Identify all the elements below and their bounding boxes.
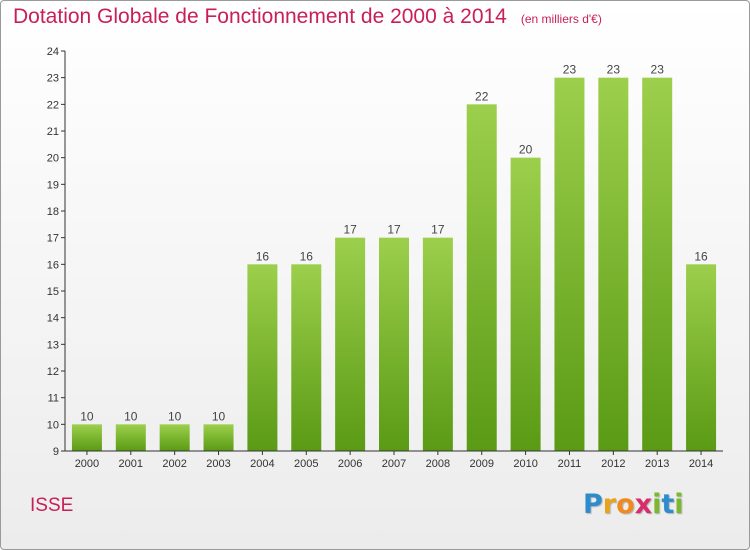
x-tick-label: 2013 bbox=[645, 458, 669, 470]
bar bbox=[554, 77, 585, 452]
bar bbox=[422, 237, 453, 451]
data-label: 16 bbox=[694, 249, 708, 263]
logo-letter: i bbox=[652, 489, 662, 520]
y-tick-label: 23 bbox=[47, 73, 59, 85]
logo-letter: i bbox=[674, 489, 684, 520]
y-tick-label: 22 bbox=[47, 99, 59, 111]
y-axis-ticks: 9 10 11 12 13 14 15 16 17 18 19 20 21 22 23 24 bbox=[47, 46, 65, 458]
commune-name: ISSE bbox=[30, 495, 74, 516]
data-label: 20 bbox=[519, 143, 533, 157]
data-label: 17 bbox=[343, 223, 357, 237]
y-tick-label: 24 bbox=[47, 46, 59, 58]
x-tick-label: 2008 bbox=[426, 458, 450, 470]
data-label: 10 bbox=[80, 409, 94, 423]
chart-title: Dotation Globale de Fonctionnement de 20… bbox=[13, 5, 507, 28]
data-label: 23 bbox=[607, 63, 621, 77]
data-labels: 10 10 10 10 16 16 17 17 17 22 20 23 23 23 16 bbox=[80, 63, 708, 424]
bar bbox=[335, 237, 366, 451]
bar bbox=[686, 264, 717, 451]
y-tick-label: 11 bbox=[48, 393, 59, 405]
data-label: 10 bbox=[168, 409, 182, 423]
logo-letter: P bbox=[583, 489, 603, 520]
x-tick-label: 2005 bbox=[294, 458, 318, 470]
y-tick-label: 19 bbox=[47, 179, 59, 191]
bar bbox=[203, 424, 234, 451]
y-tick-label: 12 bbox=[47, 366, 59, 378]
x-axis-ticks: 2000 2001 2002 2003 2004 2005 2006 2007 2008 2009… bbox=[75, 451, 713, 470]
logo-letter: t bbox=[661, 489, 675, 520]
x-tick-label: 2004 bbox=[250, 458, 274, 470]
logo-letter: o bbox=[616, 489, 635, 520]
proxiti-logo[interactable]: Proxiti bbox=[583, 489, 684, 520]
bar bbox=[247, 264, 278, 451]
y-tick-label: 15 bbox=[47, 286, 59, 298]
x-tick-label: 2002 bbox=[162, 458, 186, 470]
bar bbox=[159, 424, 190, 451]
data-label: 16 bbox=[300, 249, 314, 263]
x-tick-label: 2006 bbox=[338, 458, 362, 470]
y-tick-label: 20 bbox=[47, 153, 59, 165]
data-label: 16 bbox=[256, 249, 270, 263]
title-row: Dotation Globale de Fonctionnement de 20… bbox=[13, 5, 602, 29]
data-label: 17 bbox=[431, 223, 445, 237]
logo-letter: x bbox=[634, 489, 653, 520]
data-label: 10 bbox=[124, 409, 138, 423]
chart-subtitle: (en milliers d'€) bbox=[520, 12, 602, 26]
bar bbox=[71, 424, 102, 451]
bar bbox=[510, 157, 541, 451]
y-tick-label: 10 bbox=[47, 419, 59, 431]
x-tick-label: 2010 bbox=[513, 458, 537, 470]
bars-group bbox=[71, 77, 717, 452]
x-tick-label: 2001 bbox=[119, 458, 143, 470]
data-label: 23 bbox=[563, 63, 577, 77]
y-tick-label: 21 bbox=[47, 126, 59, 138]
bar bbox=[466, 104, 497, 451]
bar bbox=[115, 424, 146, 451]
y-tick-label: 14 bbox=[47, 313, 59, 325]
y-tick-label: 9 bbox=[53, 446, 59, 458]
x-tick-label: 2000 bbox=[75, 458, 99, 470]
bar bbox=[291, 264, 322, 451]
data-label: 22 bbox=[475, 89, 489, 103]
x-tick-label: 2009 bbox=[469, 458, 493, 470]
x-tick-label: 2011 bbox=[558, 458, 582, 470]
y-tick-label: 16 bbox=[47, 259, 59, 271]
x-tick-label: 2007 bbox=[382, 458, 406, 470]
data-label: 23 bbox=[651, 63, 665, 77]
bar bbox=[642, 77, 673, 452]
bar bbox=[598, 77, 629, 452]
x-tick-label: 2012 bbox=[601, 458, 625, 470]
y-tick-label: 13 bbox=[47, 339, 59, 351]
data-label: 10 bbox=[212, 409, 226, 423]
logo-letter: r bbox=[602, 489, 617, 520]
x-tick-label: 2003 bbox=[206, 458, 230, 470]
y-tick-label: 18 bbox=[47, 206, 59, 218]
bar bbox=[379, 237, 409, 451]
y-tick-label: 17 bbox=[47, 233, 59, 245]
data-label: 17 bbox=[387, 223, 401, 237]
x-tick-label: 2014 bbox=[689, 458, 713, 470]
